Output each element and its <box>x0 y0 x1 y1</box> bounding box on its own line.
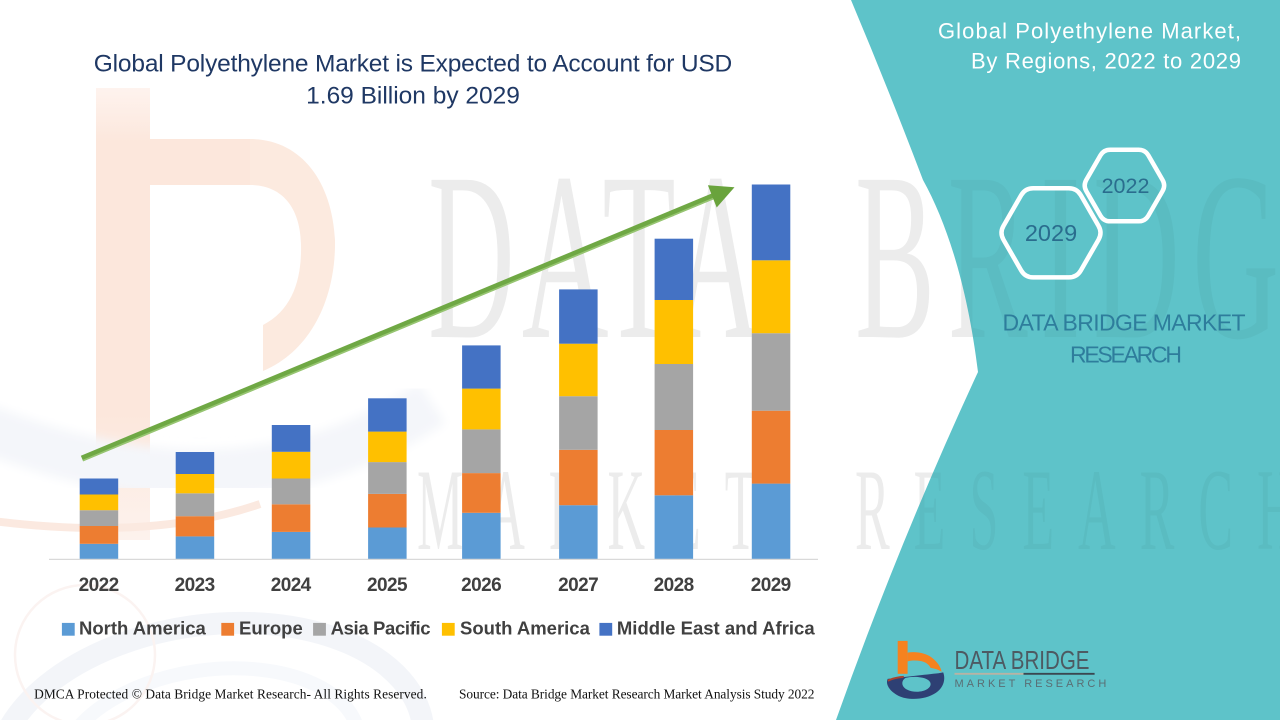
svg-text:Middle East and Africa: Middle East and Africa <box>617 618 815 639</box>
svg-text:DATA BRIDGE MARKET: DATA BRIDGE MARKET <box>1003 310 1246 336</box>
svg-text:2028: 2028 <box>654 575 695 596</box>
svg-text:2029: 2029 <box>1025 220 1077 246</box>
svg-text:North America: North America <box>79 618 207 639</box>
svg-text:Asia Pacific: Asia Pacific <box>331 618 431 639</box>
svg-text:Global Polyethylene Market,: Global Polyethylene Market, <box>938 19 1241 44</box>
svg-text:2025: 2025 <box>367 575 408 596</box>
svg-text:RESEARCH: RESEARCH <box>1070 342 1182 368</box>
svg-text:Source: Data Bridge Market Res: Source: Data Bridge Market Research Mark… <box>459 687 815 702</box>
svg-text:MARKET RESEARCH: MARKET RESEARCH <box>955 678 1110 690</box>
svg-text:2026: 2026 <box>461 575 502 596</box>
svg-text:By Regions, 2022 to 2029: By Regions, 2022 to 2029 <box>971 49 1241 74</box>
svg-text:South America: South America <box>460 618 591 639</box>
svg-text:2022: 2022 <box>79 575 119 596</box>
svg-text:2022: 2022 <box>1102 174 1150 198</box>
svg-text:2029: 2029 <box>751 575 792 596</box>
svg-text:Europe: Europe <box>239 618 303 639</box>
svg-text:DMCA Protected © Data Bridge M: DMCA Protected © Data Bridge Market Rese… <box>34 687 427 702</box>
svg-text:Global Polyethylene Market is: Global Polyethylene Market is Expected t… <box>94 51 733 78</box>
svg-text:DATA BRIDGE: DATA BRIDGE <box>955 647 1090 675</box>
svg-text:2027: 2027 <box>558 575 599 596</box>
svg-text:2024: 2024 <box>271 575 312 596</box>
svg-text:2023: 2023 <box>175 575 216 596</box>
svg-text:1.69 Billion by 2029: 1.69 Billion by 2029 <box>306 82 520 109</box>
